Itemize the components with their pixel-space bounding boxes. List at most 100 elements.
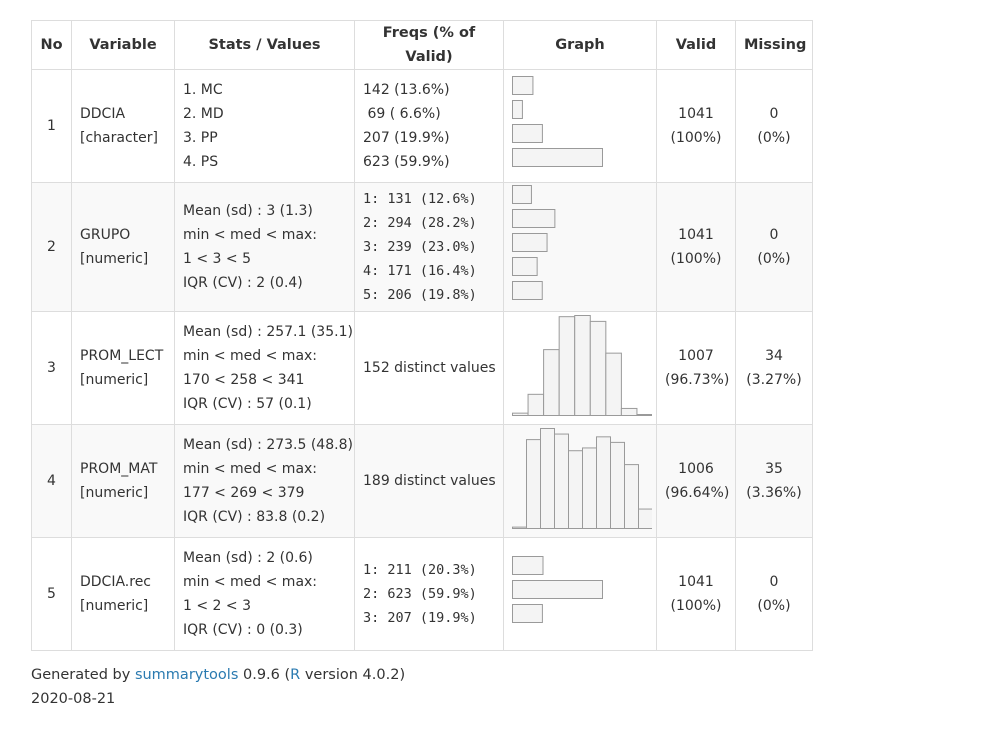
variable-cell: DDCIA.rec [numeric] xyxy=(71,537,175,651)
valid-value: (100%) xyxy=(670,130,722,146)
stats-line: Mean (sd) : 3 (1.3) xyxy=(183,203,313,219)
missing-value: (3.27%) xyxy=(746,372,802,388)
valid-cell: 1006 (96.64%) xyxy=(656,424,736,538)
valid-value: 1041 xyxy=(678,574,714,590)
histogram-bar xyxy=(596,436,611,529)
frequency-bar xyxy=(512,124,543,143)
stats-line: 1. MC xyxy=(183,82,223,98)
histogram-bar xyxy=(568,450,583,529)
missing-value: (0%) xyxy=(757,130,791,146)
frequency-bar-graph xyxy=(512,185,556,300)
histogram-bar xyxy=(554,433,569,529)
variable-name: DDCIA xyxy=(80,106,126,122)
variable-type: [character] xyxy=(80,130,158,146)
valid-cell: 1041 (100%) xyxy=(656,537,736,651)
freq-line: 69 ( 6.6%) xyxy=(363,106,441,122)
histogram-bar xyxy=(527,393,545,417)
valid-value: (100%) xyxy=(670,251,722,267)
stats-line: 2. MD xyxy=(183,106,224,122)
stats-line: 4. PS xyxy=(183,154,219,170)
histogram-bar xyxy=(638,508,653,530)
stats-line: min < med < max: xyxy=(183,461,318,477)
row-number: 3 xyxy=(31,311,72,425)
stats-line: IQR (CV) : 2 (0.4) xyxy=(183,275,303,291)
frequency-bar xyxy=(512,100,523,119)
stats-line: 1 < 3 < 5 xyxy=(183,251,251,267)
table-row: 2 GRUPO [numeric] Mean (sd) : 3 (1.3) min < … xyxy=(31,182,813,312)
frequency-bar-graph xyxy=(512,76,603,167)
histogram-bar xyxy=(624,464,639,529)
frequency-bar xyxy=(512,148,603,167)
missing-value: 0 xyxy=(769,106,779,122)
valid-value: 1041 xyxy=(678,227,714,243)
frequency-bar xyxy=(512,233,548,252)
missing-value: 0 xyxy=(769,574,779,590)
missing-cell: 0 (0%) xyxy=(735,69,813,183)
variable-name: DDCIA.rec xyxy=(80,574,152,590)
variable-name: PROM_LECT xyxy=(80,348,164,364)
frequency-bar xyxy=(512,76,534,95)
stats-line: min < med < max: xyxy=(183,574,318,590)
footer-version: 0.9.6 ( xyxy=(238,667,291,683)
stats-line: 1 < 2 < 3 xyxy=(183,598,251,614)
stats-line: IQR (CV) : 0 (0.3) xyxy=(183,622,303,638)
r-link[interactable]: R xyxy=(290,667,301,683)
freq-line: 623 (59.9%) xyxy=(363,154,450,170)
freq-line: 2: 623 (59.9%) xyxy=(363,586,477,602)
valid-value: 1007 xyxy=(678,348,714,364)
stats-line: 177 < 269 < 379 xyxy=(183,485,305,501)
histogram-bar xyxy=(610,441,625,530)
footer: Generated by summarytools 0.9.6 (R versi… xyxy=(31,663,405,711)
graph-cell xyxy=(503,69,657,183)
header-valid: Valid xyxy=(656,20,736,70)
freqs-cell: 142 (13.6%) 69 ( 6.6%) 207 (19.9%) 623 (59… xyxy=(354,69,504,183)
missing-value: (0%) xyxy=(757,251,791,267)
variable-type: [numeric] xyxy=(80,485,149,501)
header-missing: Missing xyxy=(735,20,813,70)
variable-name: GRUPO xyxy=(80,227,131,243)
freq-line: 1: 131 (12.6%) xyxy=(363,191,477,207)
row-number: 4 xyxy=(31,424,72,538)
table-row: 1 DDCIA [character] 1. MC 2. MD 3. PP 4. PS 142… xyxy=(31,69,813,183)
table-row: 4 PROM_MAT [numeric] Mean (sd) : 273.5 (48.… xyxy=(31,424,813,538)
missing-value: 34 xyxy=(765,348,783,364)
header-no: No xyxy=(31,20,72,70)
frequency-bar xyxy=(512,209,556,228)
valid-value: (96.64%) xyxy=(665,485,730,501)
graph-cell xyxy=(503,537,657,651)
freq-line: 152 distinct values xyxy=(363,360,496,376)
variable-type: [numeric] xyxy=(80,251,149,267)
missing-cell: 35 (3.36%) xyxy=(735,424,813,538)
stats-cell: Mean (sd) : 257.1 (35.1) min < med < max:… xyxy=(174,311,355,425)
histogram-bar xyxy=(543,349,560,416)
graph-cell xyxy=(503,182,657,312)
graph-cell xyxy=(503,424,657,538)
row-number: 1 xyxy=(31,69,72,183)
stats-line: IQR (CV) : 83.8 (0.2) xyxy=(183,509,326,525)
row-number: 5 xyxy=(31,537,72,651)
histogram-bar xyxy=(526,439,541,529)
variable-cell: GRUPO [numeric] xyxy=(71,182,175,312)
missing-value: 35 xyxy=(765,461,783,477)
valid-value: 1041 xyxy=(678,106,714,122)
valid-value: (100%) xyxy=(670,598,722,614)
freqs-cell: 1: 131 (12.6%) 2: 294 (28.2%) 3: 239 (23.0… xyxy=(354,182,504,312)
variable-type: [numeric] xyxy=(80,372,149,388)
table-row: 5 DDCIA.rec [numeric] Mean (sd) : 2 (0.6) mi… xyxy=(31,537,813,651)
frequency-bar xyxy=(512,257,538,276)
freq-line: 142 (13.6%) xyxy=(363,82,450,98)
missing-value: 0 xyxy=(769,227,779,243)
freq-line: 1: 211 (20.3%) xyxy=(363,562,477,578)
graph-cell xyxy=(503,311,657,425)
header-variable: Variable xyxy=(71,20,175,70)
valid-value: 1006 xyxy=(678,461,714,477)
freq-line: 2: 294 (28.2%) xyxy=(363,215,477,231)
stats-cell: Mean (sd) : 2 (0.6) min < med < max: 1 < 2… xyxy=(174,537,355,651)
frequency-bar xyxy=(512,604,543,623)
histogram-bar xyxy=(636,414,653,416)
freq-line: 3: 207 (19.9%) xyxy=(363,610,477,626)
stats-line: Mean (sd) : 273.5 (48.8) xyxy=(183,437,353,453)
summarytools-link[interactable]: summarytools xyxy=(134,667,239,683)
stats-line: Mean (sd) : 2 (0.6) xyxy=(183,550,313,566)
variable-type: [numeric] xyxy=(80,598,149,614)
